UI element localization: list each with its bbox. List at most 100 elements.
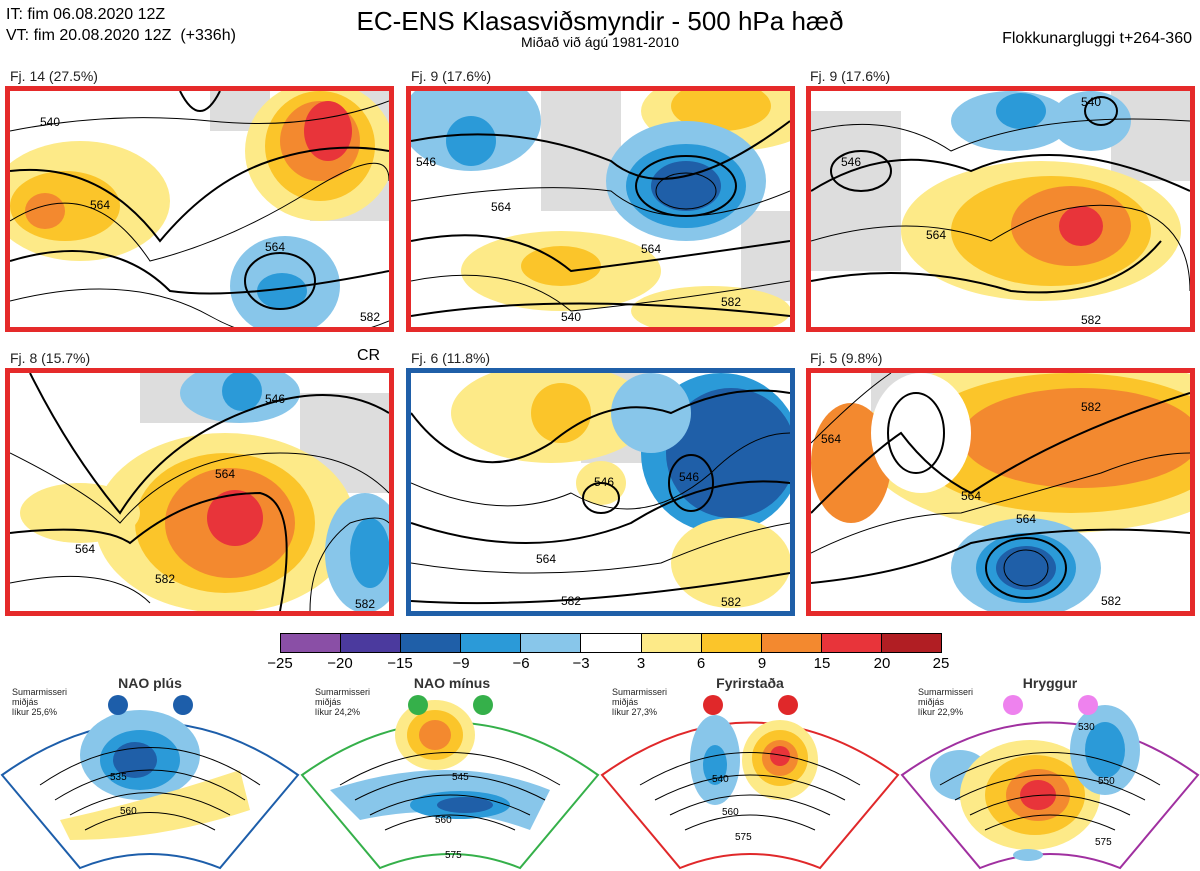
contour-label: 575 — [445, 850, 462, 861]
regime-note: Sumarmisseri miðjás líkur 22,9% — [918, 687, 974, 717]
cluster-map-6: 564 564 564 582 582 — [806, 368, 1195, 616]
colorbar-tick: 20 — [873, 655, 891, 672]
colorbar-swatch — [521, 634, 582, 652]
colorbar-tick: 3 — [636, 655, 646, 672]
regime-map-nao-minus: 545 560 575 — [300, 695, 600, 870]
contour-label: 564 — [90, 198, 110, 212]
regime-note: Sumarmisseri miðjás líkur 24,2% — [315, 687, 371, 717]
regime-marker — [408, 695, 428, 715]
regime-name: Hryggur — [1022, 675, 1078, 691]
cluster-map-2: 546 564 564 582 540 — [406, 86, 795, 332]
colorbar-tick: −20 — [327, 655, 353, 672]
contour-label: 546 — [679, 470, 699, 484]
regime-name: NAO plús — [118, 675, 182, 691]
panel-label: Fj. 5 (9.8%) — [810, 350, 883, 366]
regime-marker — [173, 695, 193, 715]
contour-label: 540 — [40, 115, 60, 129]
regime-map-hryggur: 530 550 575 — [900, 695, 1200, 870]
contour-label: 564 — [926, 228, 946, 242]
cluster-map-1: 540 564 564 582 — [5, 86, 394, 332]
colorbar-swatch — [641, 634, 702, 652]
contour-label: 530 — [1078, 722, 1095, 733]
contour-label: 575 — [735, 832, 752, 843]
regime-map-nao-plus: 535 560 — [0, 695, 300, 870]
regime-marker — [778, 695, 798, 715]
regime-marker — [108, 695, 128, 715]
colorbar-swatch — [701, 634, 762, 652]
contour-label: 564 — [536, 552, 556, 566]
colorbar-tick: 6 — [696, 655, 706, 672]
colorbar-swatch — [461, 634, 522, 652]
contour-label: 582 — [1081, 313, 1101, 327]
contour-label: 560 — [435, 815, 452, 826]
panel-label: Fj. 8 (15.7%) — [10, 350, 91, 366]
panel-label: Fj. 14 (27.5%) — [10, 68, 98, 84]
page-subtitle: Miðað við ágú 1981-2010 — [520, 34, 679, 50]
contour-label: 540 — [712, 774, 729, 785]
panel-label: Fj. 6 (11.8%) — [411, 350, 491, 366]
panel-label: Fj. 9 (17.6%) — [411, 68, 492, 84]
regime-note: Sumarmisseri miðjás líkur 27,3% — [612, 687, 668, 717]
colorbar-tick: −6 — [512, 655, 530, 672]
contour-label: 545 — [452, 772, 469, 783]
contour-label: 540 — [561, 310, 581, 324]
cluster-map-4: 546 564 564 582 582 — [5, 368, 394, 616]
contour-label: 564 — [75, 542, 95, 556]
contour-label: 582 — [360, 310, 380, 324]
contour-label: 564 — [265, 240, 285, 254]
title-block: EC-ENS Klasasviðsmyndir - 500 hPa hæð Mi… — [0, 6, 1200, 50]
regime-note: Sumarmisseri miðjás líkur 25,6% — [12, 687, 68, 717]
colorbar-tick: 15 — [813, 655, 831, 672]
contour-label: 582 — [1081, 400, 1101, 414]
classification-window: Flokkunargluggi t+264-360 — [1002, 30, 1192, 47]
contour-label: 564 — [821, 432, 841, 446]
contour-label: 564 — [215, 467, 235, 481]
contour-label: 546 — [265, 392, 285, 406]
colorbar — [280, 633, 942, 653]
colorbar-tick: −3 — [572, 655, 590, 672]
colorbar-swatch — [761, 634, 822, 652]
colorbar-tick: −9 — [452, 655, 470, 672]
regime-map-fyrirstada: 540 560 575 — [600, 695, 900, 870]
contour-label: 582 — [721, 295, 741, 309]
panel-label: Fj. 9 (17.6%) — [810, 68, 891, 84]
contour-label: 582 — [1101, 594, 1121, 608]
cr-tag: CR — [357, 347, 381, 364]
cluster-map-3: 546 564 582 540 — [806, 86, 1195, 332]
contour-label: 582 — [155, 572, 175, 586]
valid-time: VT: fim 20.08.2020 12Z (+336h) — [6, 27, 236, 44]
colorbar-swatch — [401, 634, 462, 652]
regime-marker — [1003, 695, 1023, 715]
colorbar-swatch — [881, 634, 942, 652]
contour-label: 560 — [120, 806, 137, 817]
regime-name: Fyrirstaða — [716, 675, 784, 691]
colorbar-tick: −25 — [267, 655, 293, 672]
contour-label: 582 — [355, 597, 375, 611]
colorbar-swatch — [341, 634, 402, 652]
contour-label: 546 — [841, 155, 861, 169]
contour-label: 582 — [561, 594, 581, 608]
contour-label: 575 — [1095, 837, 1112, 848]
colorbar-swatch — [281, 634, 342, 652]
regime-name: NAO mínus — [413, 675, 491, 691]
contour-label: 564 — [1016, 512, 1036, 526]
init-time: IT: fim 06.08.2020 12Z — [6, 6, 166, 23]
contour-label: 582 — [721, 595, 741, 609]
contour-label: 564 — [491, 200, 511, 214]
init-valid-times: IT: fim 06.08.2020 12Z VT: fim 20.08.202… — [6, 4, 236, 46]
colorbar-tick: 25 — [932, 655, 950, 672]
page-title: EC-ENS Klasasviðsmyndir - 500 hPa hæð — [356, 6, 844, 36]
contour-label: 564 — [641, 242, 661, 256]
contour-label: 546 — [416, 155, 436, 169]
cluster-map-5: 546 546 564 582 582 — [406, 368, 795, 616]
colorbar-swatch — [821, 634, 882, 652]
contour-label: 564 — [961, 489, 981, 503]
regime-marker — [473, 695, 493, 715]
regime-marker — [703, 695, 723, 715]
contour-label: 550 — [1098, 776, 1115, 787]
colorbar-tick: −15 — [387, 655, 413, 672]
contour-label: 560 — [722, 807, 739, 818]
colorbar-tick: 9 — [757, 655, 767, 672]
regime-marker — [1078, 695, 1098, 715]
contour-label: 540 — [1081, 95, 1101, 109]
